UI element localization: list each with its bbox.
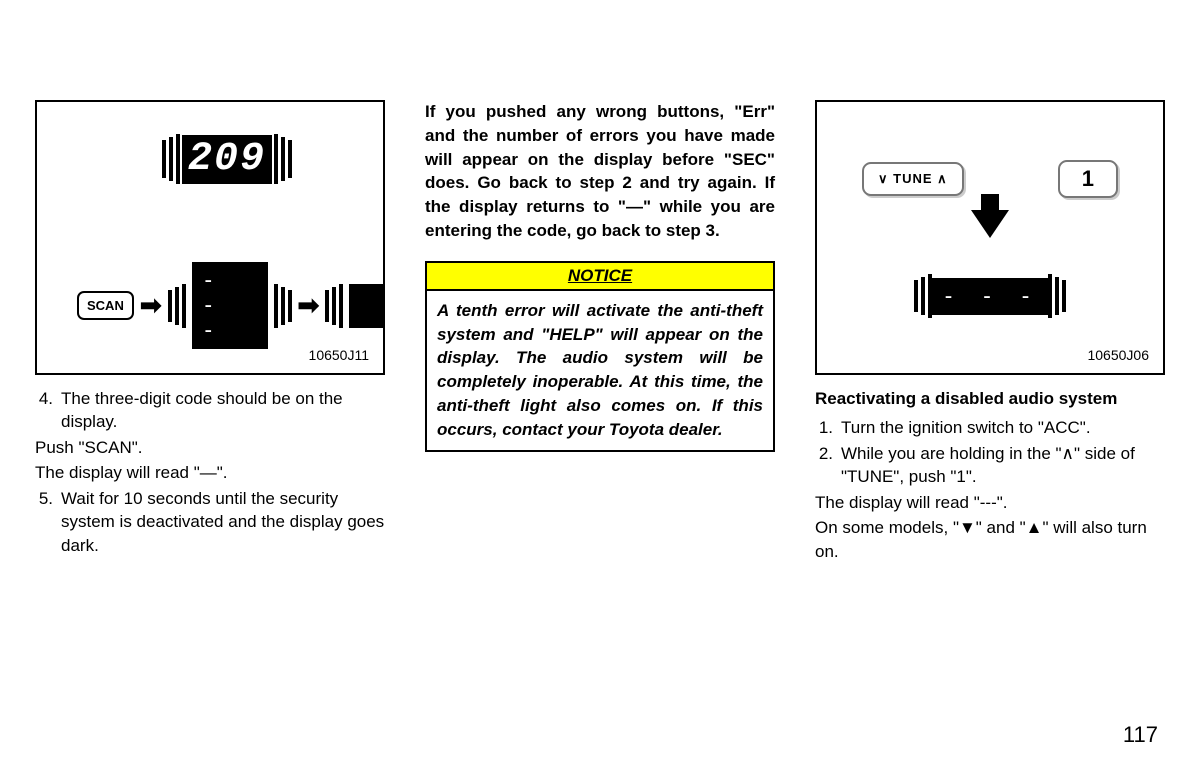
step-number: 2. (815, 442, 841, 489)
step-4: 4. The three-digit code should be on the… (35, 387, 385, 434)
arrow-right-icon: ➡ (140, 290, 162, 321)
dashes-display: - - - (192, 262, 268, 349)
notice-box: NOTICE A tenth error will activate the a… (425, 261, 775, 452)
column-2: If you pushed any wrong buttons, "Err" a… (425, 100, 775, 565)
step-number: 5. (35, 487, 61, 557)
dashes-display: - - - (932, 278, 1048, 315)
arrow-right-icon: ➡ (298, 290, 320, 321)
figure1-id: 10650J11 (309, 347, 369, 363)
col3-after-line1: The display will read "---". (815, 491, 1165, 514)
page-columns: 209 SCAN ➡ - - - ➡ (35, 100, 1165, 565)
col3-step-2: 2. While you are holding in the "∧" side… (815, 442, 1165, 489)
bars-left-small2-icon (325, 284, 343, 328)
step-5: 5. Wait for 10 seconds until the securit… (35, 487, 385, 557)
column3-text: Reactivating a disabled audio system 1. … (815, 387, 1165, 563)
black-rect-icon (349, 284, 383, 328)
col3-step-1: 1. Turn the ignition switch to "ACC". (815, 416, 1165, 439)
page-number: 117 (1123, 722, 1158, 748)
step-text: Wait for 10 seconds until the security s… (61, 487, 385, 557)
col2-intro-paragraph: If you pushed any wrong buttons, "Err" a… (425, 100, 775, 243)
bars-left-icon (914, 274, 932, 318)
display-value: 209 (182, 135, 272, 184)
down-arrow-wrap (817, 210, 1163, 243)
step-number: 1. (815, 416, 841, 439)
step-text: The three-digit code should be on the di… (61, 387, 385, 434)
arrow-down-icon (971, 210, 1009, 238)
column-1: 209 SCAN ➡ - - - ➡ (35, 100, 385, 565)
bars-right-icon (274, 134, 292, 184)
preset-1-button: 1 (1058, 160, 1118, 198)
step-number: 4. (35, 387, 61, 434)
notice-header: NOTICE (427, 263, 773, 291)
scan-button: SCAN (77, 291, 134, 320)
figure1-bottom-row: SCAN ➡ - - - ➡ (77, 262, 383, 349)
tune-button: ∨ TUNE ∧ (862, 162, 964, 196)
column1-text: 4. The three-digit code should be on the… (35, 387, 385, 557)
bars-right-small-icon (274, 284, 292, 328)
bars-right-icon (1048, 274, 1066, 318)
bars-left-small-icon (168, 284, 186, 328)
figure-1: 209 SCAN ➡ - - - ➡ (35, 100, 385, 375)
col3-title: Reactivating a disabled audio system (815, 387, 1165, 410)
column-3: ∨ TUNE ∧ 1 - - - 10650J06 Reactivating a… (815, 100, 1165, 565)
figure2-id: 10650J06 (1087, 347, 1149, 363)
figure-2: ∨ TUNE ∧ 1 - - - 10650J06 (815, 100, 1165, 375)
bars-left-icon (162, 134, 180, 184)
col1-line-display-dash: The display will read "—". (35, 461, 385, 484)
step-text: Turn the ignition switch to "ACC". (841, 416, 1165, 439)
col3-after-line2: On some models, "▼" and "▲" will also tu… (815, 516, 1165, 563)
figure1-top-display: 209 (162, 134, 292, 184)
col1-line-push-scan: Push "SCAN". (35, 436, 385, 459)
notice-body: A tenth error will activate the anti-the… (427, 291, 773, 450)
step-text: While you are holding in the "∧" side of… (841, 442, 1165, 489)
figure2-display: - - - (817, 274, 1163, 318)
